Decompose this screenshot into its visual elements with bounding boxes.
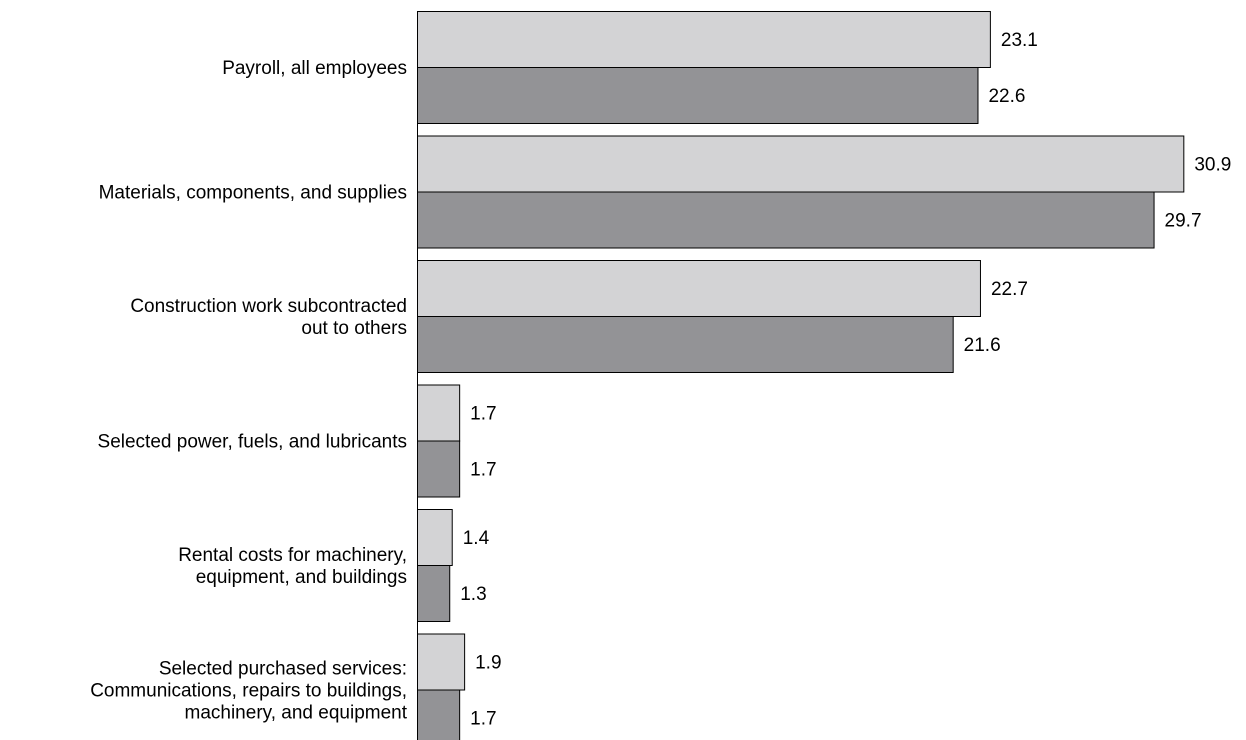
category-label: Payroll, all employees (222, 58, 407, 79)
bar-series-1 (417, 509, 453, 566)
bar-series-2 (417, 191, 1155, 249)
bar-series-1 (417, 260, 981, 317)
bar-series-2 (417, 440, 461, 498)
category-label-line: Communications, repairs to buildings, (90, 681, 407, 702)
value-label: 1.9 (475, 653, 501, 674)
bar-series-2 (417, 67, 979, 124)
bar-series-2 (417, 565, 451, 622)
value-label: 1.7 (470, 709, 496, 730)
value-label: 29.7 (1165, 211, 1202, 232)
category-label-line: machinery, and equipment (185, 703, 408, 724)
value-label: 30.9 (1194, 155, 1231, 176)
category-label-line: Selected power, fuels, and lubricants (98, 432, 407, 453)
category-label: Construction work subcontracted out to ot… (130, 296, 407, 339)
category-label: Rental costs for machinery, equipment, an… (178, 545, 407, 588)
value-label: 1.7 (470, 404, 496, 425)
value-label: 1.4 (463, 528, 490, 549)
category-label-line: Rental costs for machinery, (178, 545, 407, 566)
bar-series-1 (417, 384, 461, 442)
value-label: 1.7 (470, 460, 496, 481)
category-label-line: equipment, and buildings (196, 567, 407, 588)
category-label-line: Materials, components, and supplies (99, 183, 407, 204)
bar-series-2 (417, 316, 954, 373)
category-label: Materials, components, and supplies (99, 183, 407, 204)
category-label-line: Payroll, all employees (222, 58, 407, 79)
category-label: Selected purchased services: Communicatio… (90, 659, 408, 724)
category-label-line: Selected purchased services: (159, 659, 407, 680)
value-label: 22.7 (991, 279, 1028, 300)
category-label: Selected power, fuels, and lubricants (98, 432, 407, 453)
value-label: 1.3 (460, 584, 486, 605)
category-label-line: Construction work subcontracted (130, 296, 407, 317)
bar-series-1 (417, 633, 466, 691)
value-label: 22.6 (988, 86, 1025, 107)
value-label: 23.1 (1001, 30, 1038, 51)
bar-series-1 (417, 11, 991, 68)
category-label-line: out to others (301, 318, 407, 339)
bar-series-2 (417, 689, 461, 740)
value-label: 21.6 (964, 335, 1001, 356)
bar-series-1 (417, 135, 1185, 193)
